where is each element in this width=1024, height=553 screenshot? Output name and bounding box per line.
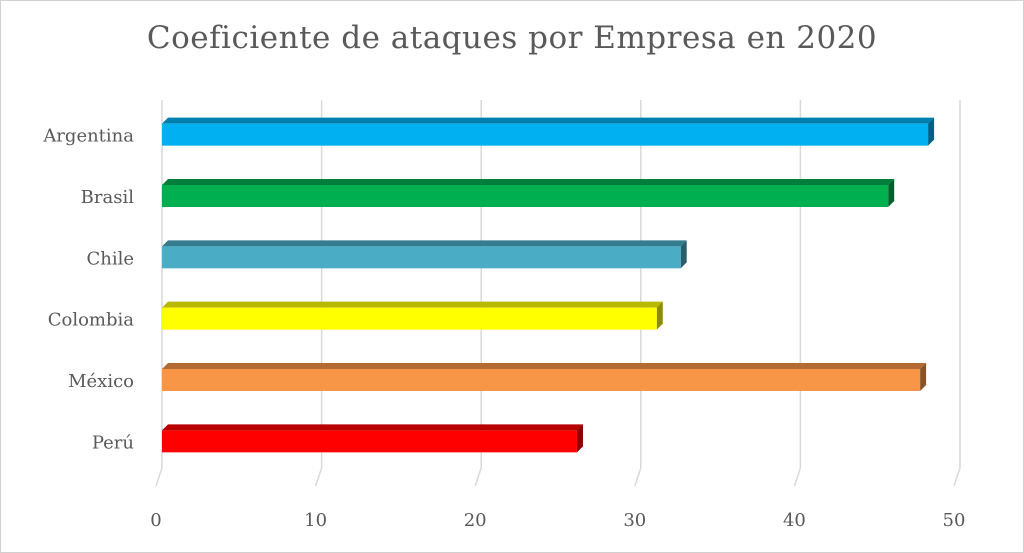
bar	[162, 179, 895, 207]
gridline	[793, 100, 802, 487]
bar	[162, 240, 687, 269]
axis-labels: 0 10 20 30 40 50 Argentina Brasil Chile Colombia M…	[42, 126, 965, 531]
category-label: Colombia	[48, 310, 135, 331]
bar	[162, 117, 935, 146]
category-label: Chile	[86, 248, 134, 269]
x-tick-label: 20	[464, 510, 487, 531]
x-tick-label: 10	[304, 510, 327, 531]
gridline	[953, 100, 961, 487]
x-tick-label: 30	[623, 510, 646, 531]
bars	[162, 117, 935, 453]
category-label: Argentina	[42, 126, 134, 147]
bar	[162, 424, 583, 453]
category-label: Perú	[92, 432, 134, 453]
x-tick-label: 0	[150, 510, 161, 531]
category-label: México	[68, 371, 134, 392]
gridline	[634, 100, 642, 487]
gridline	[474, 100, 482, 487]
bar	[162, 363, 927, 391]
gridlines	[155, 100, 961, 487]
bar	[162, 301, 663, 330]
category-label: Brasil	[81, 187, 135, 208]
gridline	[155, 100, 163, 487]
x-tick-label: 40	[783, 510, 806, 531]
x-tick-label: 50	[943, 510, 966, 531]
gridline	[314, 100, 323, 487]
chart-title: Coeficiente de ataques por Empresa en 20…	[146, 20, 878, 56]
